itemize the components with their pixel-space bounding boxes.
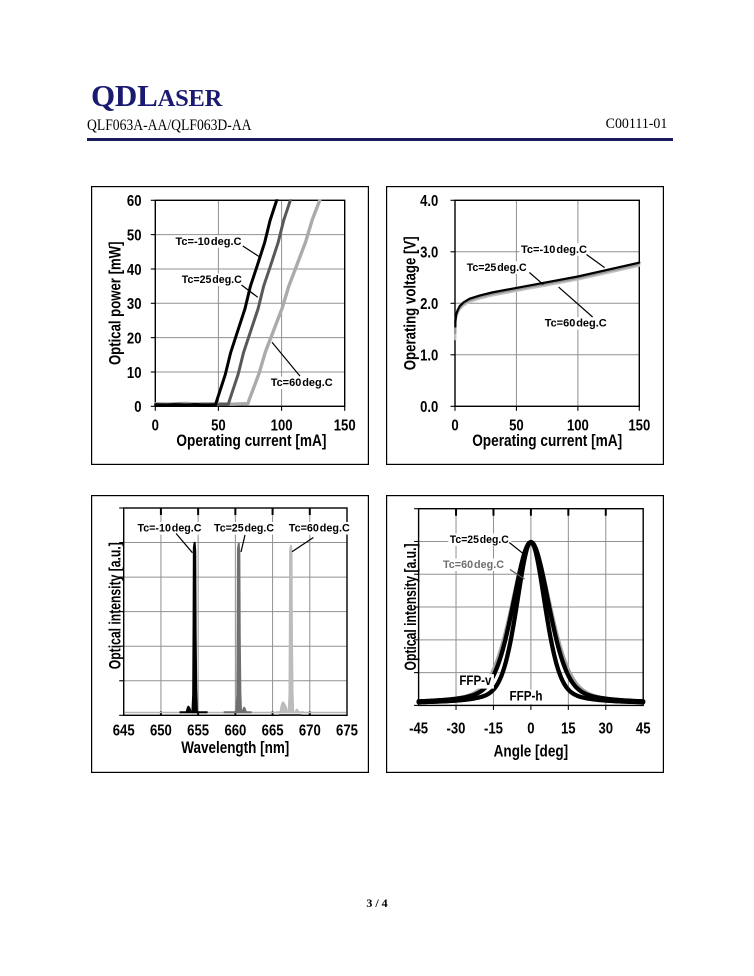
svg-text:655: 655 bbox=[187, 722, 209, 739]
svg-text:45: 45 bbox=[636, 720, 651, 737]
svg-text:150: 150 bbox=[334, 417, 356, 434]
svg-text:Optical intensity [a.u.]: Optical intensity [a.u.] bbox=[401, 544, 420, 671]
svg-text:2.0: 2.0 bbox=[420, 296, 438, 313]
svg-text:-30: -30 bbox=[447, 720, 466, 737]
svg-text:660: 660 bbox=[224, 722, 246, 739]
svg-text:645: 645 bbox=[113, 722, 135, 739]
svg-text:50: 50 bbox=[509, 417, 524, 434]
svg-text:-45: -45 bbox=[409, 720, 428, 737]
svg-text:Tc=-10 deg.C: Tc=-10 deg.C bbox=[138, 523, 202, 535]
svg-text:Tc=60 deg.C: Tc=60 deg.C bbox=[289, 523, 350, 535]
svg-text:Tc=25 deg.C: Tc=25 deg.C bbox=[467, 262, 527, 274]
svg-text:40: 40 bbox=[127, 262, 142, 279]
svg-text:60: 60 bbox=[127, 193, 142, 210]
svg-text:670: 670 bbox=[299, 722, 321, 739]
svg-text:Angle [deg]: Angle [deg] bbox=[494, 741, 569, 760]
svg-text:15: 15 bbox=[561, 720, 576, 737]
svg-text:Wavelength [nm]: Wavelength [nm] bbox=[181, 738, 289, 757]
svg-text:FFP-v: FFP-v bbox=[459, 672, 491, 688]
svg-text:50: 50 bbox=[211, 417, 226, 434]
svg-text:Tc=60 deg.C: Tc=60 deg.C bbox=[443, 559, 504, 571]
svg-text:0: 0 bbox=[134, 399, 141, 416]
svg-text:665: 665 bbox=[262, 722, 284, 739]
svg-text:0: 0 bbox=[152, 417, 159, 434]
svg-text:Tc=60 deg.C: Tc=60 deg.C bbox=[545, 318, 607, 330]
svg-text:100: 100 bbox=[567, 417, 589, 434]
svg-text:150: 150 bbox=[628, 417, 650, 434]
svg-text:30: 30 bbox=[599, 720, 614, 737]
svg-text:Tc=25 deg.C: Tc=25 deg.C bbox=[182, 274, 242, 286]
svg-text:30: 30 bbox=[127, 296, 142, 313]
svg-text:Optical intensity [a.u.]: Optical intensity [a.u.] bbox=[105, 542, 124, 669]
svg-text:FFP-h: FFP-h bbox=[510, 688, 543, 704]
svg-text:4.0: 4.0 bbox=[420, 193, 438, 210]
svg-text:50: 50 bbox=[127, 227, 142, 244]
svg-text:Operating current [mA]: Operating current [mA] bbox=[472, 431, 622, 450]
svg-text:-15: -15 bbox=[484, 720, 503, 737]
svg-text:Optical power [mW]: Optical power [mW] bbox=[105, 242, 124, 365]
svg-text:0.0: 0.0 bbox=[420, 399, 438, 416]
svg-text:100: 100 bbox=[271, 417, 293, 434]
svg-text:675: 675 bbox=[336, 722, 358, 739]
svg-text:Tc=60 deg.C: Tc=60 deg.C bbox=[271, 377, 333, 389]
svg-text:Operating voltage [V]: Operating voltage [V] bbox=[400, 236, 419, 370]
svg-text:Tc=25 deg.C: Tc=25 deg.C bbox=[214, 523, 274, 535]
svg-text:Operating current [mA]: Operating current [mA] bbox=[176, 431, 326, 450]
svg-text:20: 20 bbox=[127, 330, 142, 347]
svg-text:1.0: 1.0 bbox=[420, 348, 438, 365]
svg-text:0: 0 bbox=[451, 417, 458, 434]
svg-text:Tc=25 deg.C: Tc=25 deg.C bbox=[450, 534, 509, 546]
svg-text:10: 10 bbox=[127, 365, 142, 382]
svg-text:0: 0 bbox=[527, 720, 534, 737]
svg-text:650: 650 bbox=[150, 722, 172, 739]
svg-text:Tc=-10 deg.C: Tc=-10 deg.C bbox=[176, 236, 242, 248]
svg-text:3.0: 3.0 bbox=[420, 245, 438, 262]
svg-text:Tc=-10 deg.C: Tc=-10 deg.C bbox=[521, 244, 587, 256]
